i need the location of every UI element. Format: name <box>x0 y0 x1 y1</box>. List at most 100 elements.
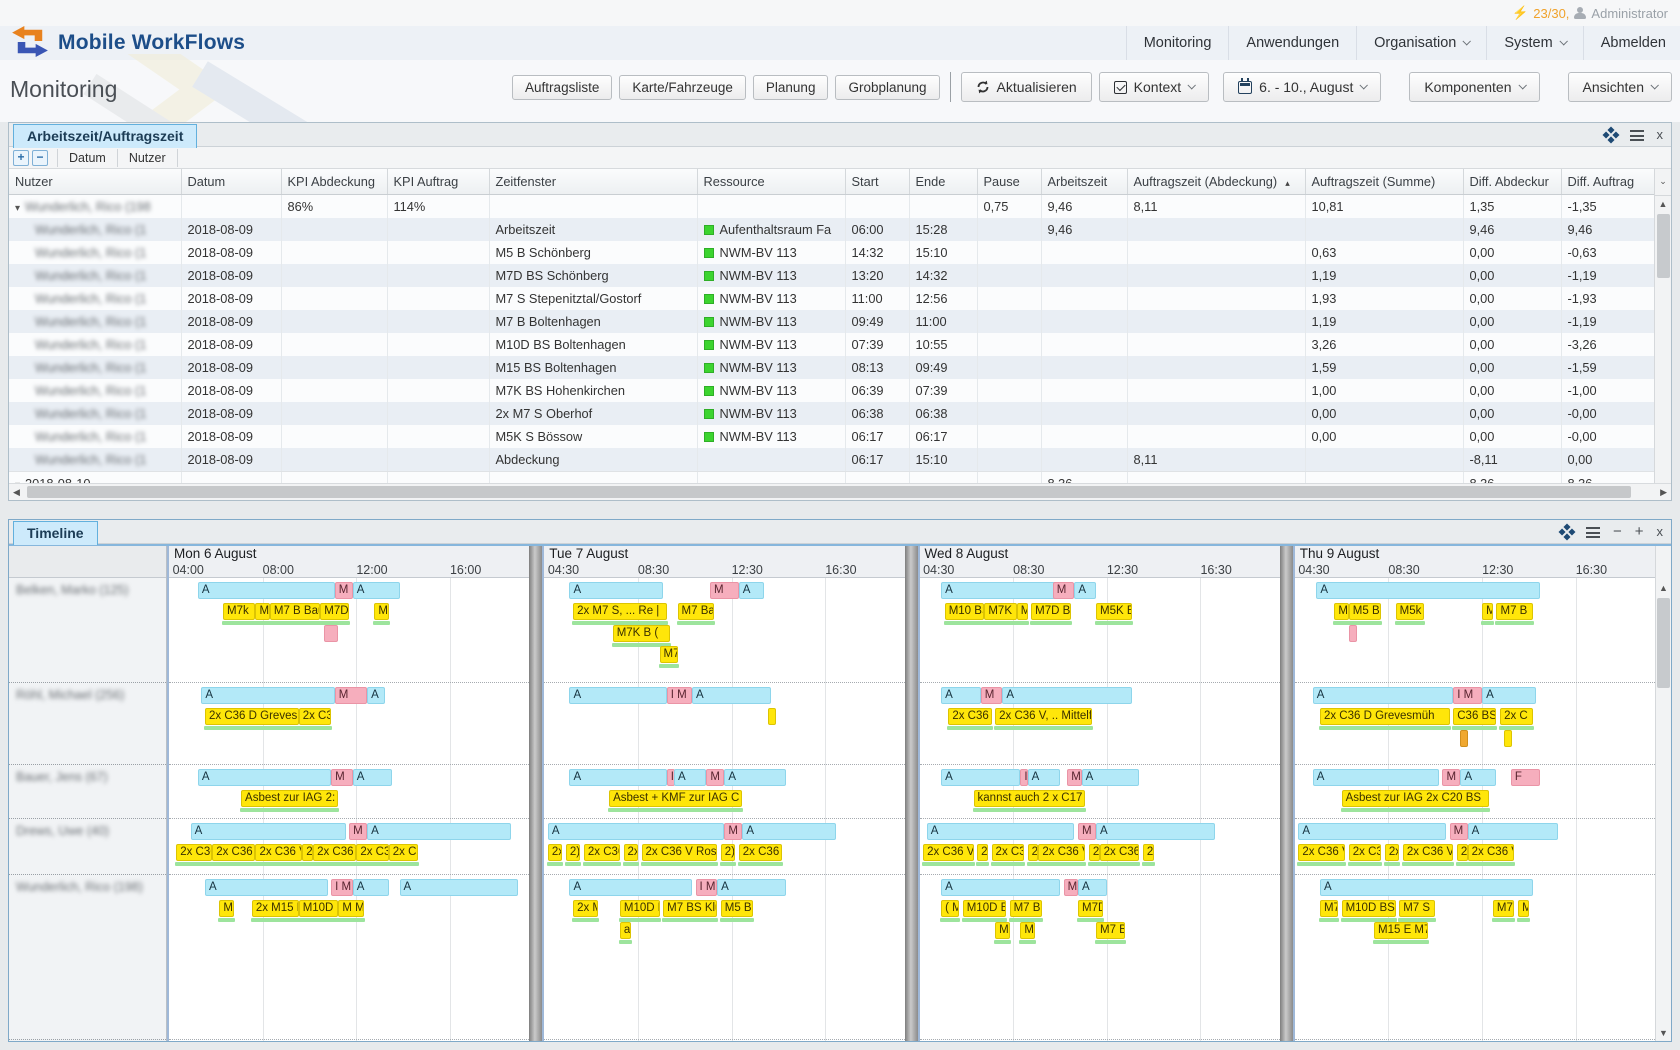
timeline-bar-work[interactable]: A <box>1002 687 1133 704</box>
timeline-bar-order[interactable]: 2x C36 V Ro <box>1402 844 1454 861</box>
timeline-bar-order[interactable]: 2x C36 V F <box>1038 844 1086 861</box>
timeline-bar-order[interactable]: M7K B <box>984 603 1017 620</box>
timeline-bar-order[interactable] <box>1460 730 1469 747</box>
table-row[interactable]: Wunderlich, Rico (1 2018-08-09 M15 BS Bolt… <box>9 355 1654 379</box>
timeline-bar-order[interactable]: 2x C36 D <box>948 708 992 725</box>
timeline-bar-work[interactable]: A <box>1298 823 1447 840</box>
view-button-planung[interactable]: Planung <box>752 74 829 100</box>
ansichten-button[interactable]: Ansichten <box>1567 72 1672 102</box>
timeline-bar-order[interactable]: Asbest zur IAG 2: <box>241 790 339 807</box>
timeline-bar-order[interactable]: M <box>1334 603 1349 620</box>
table-row[interactable]: Wunderlich, Rico (1 2018-08-09 2x M7 S Obe… <box>9 401 1654 425</box>
timeline-bar-work[interactable]: A <box>569 769 667 786</box>
timeline-bar-order[interactable]: M <box>995 922 1010 939</box>
column-header-pause[interactable]: Pause <box>977 169 1042 195</box>
timeline-bar-order[interactable]: a <box>619 922 631 939</box>
zoom-in-icon[interactable]: + <box>1634 523 1644 540</box>
timeline-bar-pause[interactable]: I M <box>331 879 353 896</box>
timeline-bar-work[interactable]: A <box>197 582 335 599</box>
timeline-bar-work[interactable]: A <box>742 823 837 840</box>
timeline-bar-work[interactable]: A <box>1312 769 1439 786</box>
timeline-bar-work[interactable]: A <box>941 687 981 704</box>
timeline-bar-order[interactable]: M Mi <box>338 900 364 917</box>
timeline-bar-order[interactable]: 2x C36 <box>1348 844 1382 861</box>
timeline-user-label[interactable]: Belken, Marko (125) <box>9 578 166 683</box>
column-header-datum[interactable]: Datum <box>181 169 282 195</box>
timeline-bar-order[interactable]: 2x <box>547 844 563 861</box>
timeline-bar-pause[interactable]: M <box>334 687 368 704</box>
timeline-bar-pause[interactable] <box>1348 625 1357 642</box>
timeline-bar-work[interactable]: A <box>1096 823 1215 840</box>
kontext-button[interactable]: Kontext <box>1098 72 1210 102</box>
timeline-bar-order[interactable]: Asbest zur IAG 2x C20 BS <box>1341 790 1490 807</box>
nav-item-abmelden[interactable]: Abmelden <box>1582 26 1680 60</box>
column-header-start[interactable]: Start <box>845 169 910 195</box>
timeline-bar-pause[interactable]: I M <box>695 879 718 896</box>
column-header-nutzer[interactable]: Nutzer <box>9 169 182 195</box>
timeline-bar-order[interactable]: M' <box>219 900 234 917</box>
group-field-nutzer[interactable]: Nutzer <box>118 148 178 167</box>
timeline-bar-order[interactable]: M <box>1518 900 1529 917</box>
column-header-diff-auftrag[interactable]: Diff. Auftrag <box>1561 169 1654 195</box>
timeline-bar-work[interactable]: A <box>352 582 400 599</box>
timeline-bar-order[interactable]: M7 B Bau <box>269 603 321 620</box>
column-menu-chevron-icon[interactable]: ⌄ <box>1655 169 1671 196</box>
timeline-bar-order[interactable]: M10D BS Bol <box>1341 900 1396 917</box>
timeline-bar-order[interactable]: M7 B <box>1096 922 1125 939</box>
timeline-bar-order[interactable]: M <box>374 603 389 620</box>
timeline-bar-order[interactable]: 2 <box>1142 844 1154 861</box>
timeline-bar-order[interactable]: M7( <box>1319 900 1338 917</box>
timeline-bar-order[interactable]: 2x M15 BS <box>251 900 299 917</box>
timeline-bar-work[interactable]: A <box>569 687 667 704</box>
table-row[interactable]: Wunderlich, Rico (1 2018-08-09 M7 B Bolten… <box>9 309 1654 333</box>
table-row[interactable]: Wunderlich, Rico (1 2018-08-09 M7 S Stepen… <box>9 286 1654 310</box>
nav-item-monitoring[interactable]: Monitoring <box>1125 26 1229 60</box>
collapse-all-button[interactable]: − <box>32 149 48 166</box>
timeline-bar-order[interactable]: 2x C36 V, .. Mittelfrakt <box>995 708 1093 725</box>
close-panel-icon[interactable]: x <box>1656 127 1664 142</box>
timeline-bar-work[interactable]: A <box>1467 823 1558 840</box>
panel-menu-icon[interactable] <box>1629 130 1644 141</box>
timeline-bar-pause[interactable]: M <box>706 769 725 786</box>
timeline-bar-order[interactable]: M10D BS <box>962 900 1006 917</box>
timeline-bar-order[interactable]: M7k <box>223 603 256 620</box>
timeline-bar-work[interactable]: A <box>367 823 512 840</box>
timeline-bar-order[interactable]: M15 E M7 B <box>1374 922 1429 939</box>
timeline-bar-work[interactable]: A <box>717 879 786 896</box>
timeline-bar-work[interactable]: A <box>367 687 386 704</box>
timeline-bar-work[interactable]: A <box>197 769 332 786</box>
timeline-bar-pause[interactable]: M <box>1442 769 1461 786</box>
timeline-bar-order[interactable]: M7 <box>659 646 678 663</box>
timeline-bar-order[interactable]: 2x C36 <box>991 844 1024 861</box>
table-row[interactable]: ▾ Wunderlich, Rico (198 86% 114% 0,75 9,46 8,1… <box>9 194 1654 218</box>
timeline-bar-order[interactable]: Asbest + KMF zur IAG C <box>609 790 743 807</box>
timeline-bar-order[interactable]: ( M <box>941 900 960 917</box>
table-row[interactable]: Wunderlich, Rico (1 2018-08-09 Abdeckung 06… <box>9 447 1654 471</box>
timeline-bar-pause[interactable]: F <box>1510 769 1540 786</box>
refresh-button[interactable]: Aktualisieren <box>960 72 1092 102</box>
timeline-bar-order[interactable]: M5K B <box>1096 603 1133 620</box>
timeline-bar-work[interactable]: A <box>1027 769 1060 786</box>
column-header-zeitfenster[interactable]: Zeitfenster <box>489 169 698 195</box>
column-header-ressource[interactable]: Ressource <box>697 169 846 195</box>
scroll-right-icon[interactable]: ▶ <box>1660 486 1667 497</box>
timeline-bar-order[interactable]: M <box>1016 603 1028 620</box>
timeline-bar-work[interactable]: A <box>352 879 389 896</box>
timeline-bar-work[interactable]: A <box>941 769 1021 786</box>
timeline-bar-order[interactable]: 2x C36 <box>583 844 620 861</box>
timeline-bar-order[interactable]: 2 <box>1027 844 1039 861</box>
scroll-up-icon[interactable]: ▲ <box>1658 199 1668 209</box>
timeline-bar-order[interactable]: M7D BS <box>1031 603 1071 620</box>
timeline-bar-work[interactable]: A <box>201 687 335 704</box>
timeline-bar-order[interactable]: 2x C36 V Rostoc <box>641 844 718 861</box>
view-button-grobplanung[interactable]: Grobplanung <box>835 74 940 100</box>
timeline-bar-order[interactable]: 2) <box>720 844 736 861</box>
scroll-left-icon[interactable]: ◀ <box>13 486 20 497</box>
expand-caret-icon[interactable]: ▾ <box>15 480 20 483</box>
timeline-bar-work[interactable]: A <box>941 879 1060 896</box>
timeline-bar-work[interactable]: A <box>1081 769 1140 786</box>
timeline-bar-work[interactable]: A <box>941 582 1060 599</box>
column-header-auftragszeit-summe-[interactable]: Auftragszeit (Summe) <box>1305 169 1464 195</box>
timeline-bar-work[interactable]: A <box>399 879 519 896</box>
column-header-diff-abdeckur[interactable]: Diff. Abdeckur <box>1463 169 1562 195</box>
